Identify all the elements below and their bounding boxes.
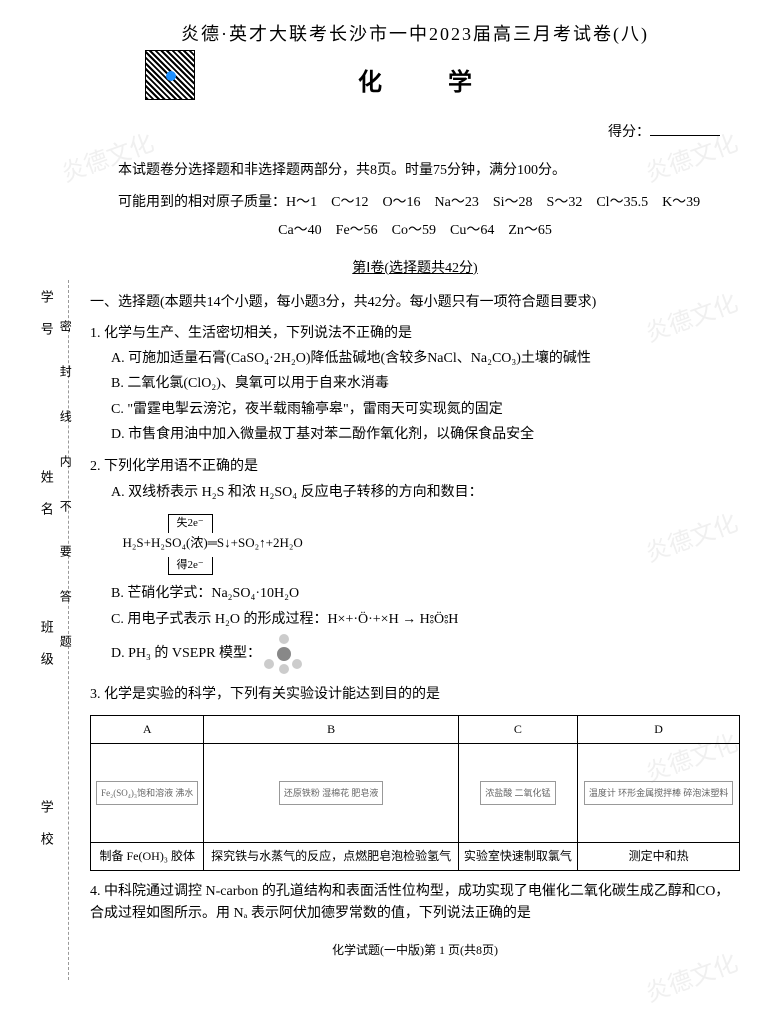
section-1-label: 第Ⅰ卷(选择题共42分)	[90, 258, 740, 280]
exp-b-desc: 探究铁与水蒸气的反应，点燃肥皂泡检验氢气	[204, 842, 458, 870]
q2-option-b: B. 芒硝化学式：Na₂SO₄·10H₂O	[90, 583, 740, 605]
q2-text: 2. 下列化学用语不正确的是	[90, 456, 740, 478]
atomic-masses-1: 可能用到的相对原子质量：H～1 C～12 O～16 Na～23 Si～28 S～…	[90, 192, 740, 214]
exp-b-diagram: 还原铁粉 湿棉花 肥皂液	[208, 748, 453, 838]
page-footer: 化学试题(一中版)第 1 页(共8页)	[90, 941, 740, 960]
score-line: 得分：	[90, 122, 740, 144]
exp-d-desc: 测定中和热	[578, 842, 740, 870]
q1-option-a: A. 可施加适量石膏(CaSO₄·2H₂O)降低盐碱地(含较多NaCl、Na₂C…	[90, 348, 740, 370]
qr-code-icon	[145, 50, 195, 100]
exp-c-desc: 实验室快速制取氯气	[458, 842, 577, 870]
part-1-title: 一、选择题(本题共14个小题，每小题3分，共42分。每小题只有一项符合题目要求)	[90, 292, 740, 314]
q1-option-b: B. 二氧化氯(ClO₂)、臭氧可以用于自来水消毒	[90, 373, 740, 395]
exp-c-diagram: 浓盐酸 二氧化锰	[463, 748, 573, 838]
question-4: 4. 中科院通过调控 N-carbon 的孔道结构和表面活性位构型，成功实现了电…	[90, 881, 740, 926]
exp-a-desc: 制备 Fe(OH)₃ 胶体	[91, 842, 204, 870]
q2-bridge-diagram: 失2e⁻ H₂S+H₂SO₄(浓)═S↓+SO₂↑+2H₂O 得2e⁻	[123, 507, 741, 580]
table-header-b: B	[204, 715, 458, 743]
question-3: 3. 化学是实验的科学，下列有关实验设计能达到目的的是 A B C D Fe₂(…	[90, 684, 740, 871]
q1-option-d: D. 市售食用油中加入微量叔丁基对苯二酚作氧化剂，以确保食品安全	[90, 424, 740, 446]
q2-option-c: C. 用电子式表示 H₂O 的形成过程：H×+·Ö·+×H → H⦂Ö⦂H	[90, 609, 740, 631]
q1-option-c: C. "雷霆电掣云滂沱，夜半载雨输亭皋"，雷雨天可实现氮的固定	[90, 399, 740, 421]
exp-a-diagram: Fe₂(SO₄)₃饱和溶液 沸水	[95, 748, 199, 838]
bridge-bottom: 得2e⁻	[168, 557, 213, 576]
exam-title: 炎德·英才大联考长沙市一中2023届高三月考试卷(八)	[90, 20, 740, 49]
table-header-d: D	[578, 715, 740, 743]
subject-title: 化 学	[120, 64, 740, 102]
q4-text: 4. 中科院通过调控 N-carbon 的孔道结构和表面活性位构型，成功实现了电…	[90, 881, 740, 926]
table-header-a: A	[91, 715, 204, 743]
q2-option-d: D. PH₃ 的 VSEPR 模型：	[90, 634, 740, 674]
question-1: 1. 化学与生产、生活密切相关，下列说法不正确的是 A. 可施加适量石膏(CaS…	[90, 323, 740, 447]
bridge-equation: H₂S+H₂SO₄(浓)═S↓+SO₂↑+2H₂O	[123, 533, 741, 554]
q1-text: 1. 化学与生产、生活密切相关，下列说法不正确的是	[90, 323, 740, 345]
q3-text: 3. 化学是实验的科学，下列有关实验设计能达到目的的是	[90, 684, 740, 706]
experiment-table: A B C D Fe₂(SO₄)₃饱和溶液 沸水 还原铁粉 湿棉花 肥皂液 浓盐…	[90, 715, 740, 871]
exam-instructions: 本试题卷分选择题和非选择题两部分，共8页。时量75分钟，满分100分。	[90, 160, 740, 182]
q2-option-a: A. 双线桥表示 H₂S 和浓 H₂SO₄ 反应电子转移的方向和数目：	[90, 482, 740, 504]
score-label: 得分：	[608, 125, 650, 140]
exp-d-diagram: 温度计 环形金属搅拌棒 碎泡沫塑料	[582, 748, 735, 838]
bridge-top: 失2e⁻	[168, 514, 213, 533]
atomic-masses-2: Ca～40 Fe～56 Co～59 Cu～64 Zn～65	[90, 220, 740, 242]
table-header-c: C	[458, 715, 577, 743]
question-2: 2. 下列化学用语不正确的是 A. 双线桥表示 H₂S 和浓 H₂SO₄ 反应电…	[90, 456, 740, 674]
vsepr-model-icon	[264, 634, 304, 674]
